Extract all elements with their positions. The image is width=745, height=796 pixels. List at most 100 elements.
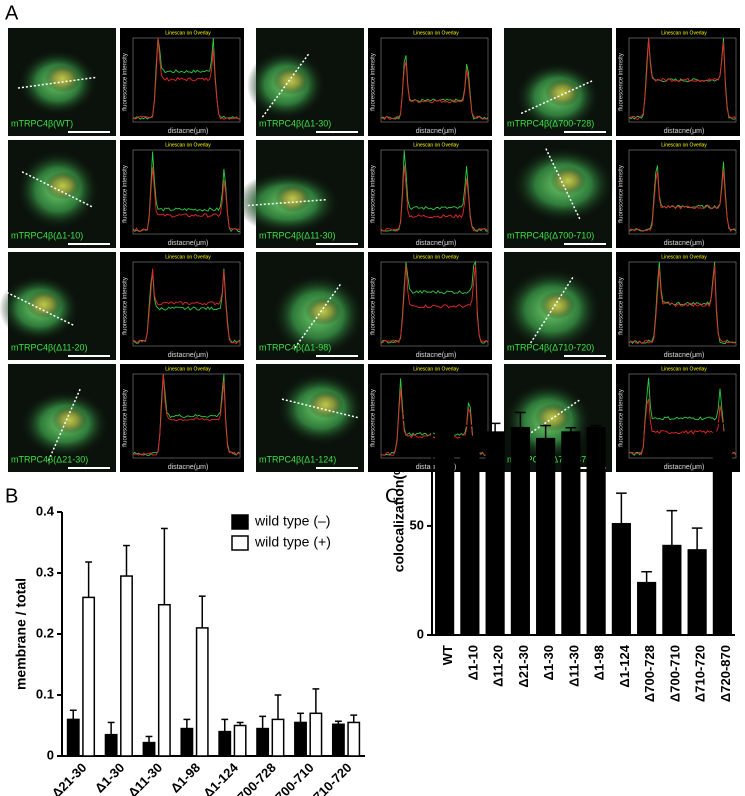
x-tick-label: Δ1-30	[541, 645, 556, 680]
plot-title: Linescan on Overlay	[661, 142, 707, 148]
linescan-plot	[368, 140, 492, 248]
y-tick-label: 100	[402, 408, 424, 423]
legend-swatch	[231, 514, 249, 530]
x-tick-label: Δ1-30	[92, 760, 128, 796]
x-tick-label: Δ700-710	[667, 645, 682, 702]
bar	[195, 627, 209, 757]
plot-frame	[628, 37, 737, 123]
cell-signal	[534, 403, 571, 432]
x-tick-label: Δ11-30	[125, 760, 165, 796]
red-trace	[628, 37, 737, 121]
bar	[510, 426, 530, 636]
red-trace	[132, 37, 241, 120]
bar	[104, 733, 118, 757]
plot-frame	[628, 373, 737, 459]
plot-xlabel: distacne(μm)	[168, 352, 209, 359]
linescan-plot	[616, 252, 740, 360]
plot-title: Linescan on Overlay	[413, 366, 459, 372]
scan-line	[545, 148, 582, 222]
plot-ylabel: fluorescence intensity	[371, 53, 377, 111]
plot-frame	[132, 373, 241, 459]
plot-title: Linescan on Overlay	[661, 30, 707, 36]
plot-xlabel: distacne(μm)	[416, 240, 457, 247]
plot-ylabel: fluorescence intensity	[619, 389, 625, 447]
plot-title: Linescan on Overlay	[661, 366, 707, 372]
bar	[561, 431, 581, 636]
y-tick-label: 0.3	[36, 564, 54, 579]
plot-frame	[380, 149, 489, 235]
cell-panel: mTRPC4β(Δ11-30) Linescan on Overlay fluore…	[235, 140, 492, 248]
cell-signal	[44, 64, 81, 93]
green-trace	[628, 377, 737, 456]
plot-title: Linescan on Overlay	[165, 142, 211, 148]
plot-title: Linescan on Overlay	[413, 142, 459, 148]
plot-title: Linescan on Overlay	[165, 254, 211, 260]
plot-xlabel: distacne(μm)	[416, 128, 457, 135]
cell-signal	[51, 405, 88, 434]
bar	[120, 575, 133, 757]
bar	[218, 730, 232, 757]
cell-signal	[26, 290, 63, 319]
legend-label: wild type (–)	[254, 513, 330, 529]
plot-ylabel: fluorescence intensity	[123, 389, 129, 447]
bar	[271, 718, 285, 757]
caption: mTRPC4β(WT)	[11, 118, 73, 128]
red-trace	[132, 167, 241, 232]
plot-xlabel: distacne(μm)	[664, 128, 705, 135]
x-tick-label: Δ700-728	[642, 645, 657, 702]
x-tick-label: Δ720-870	[718, 645, 733, 702]
plot-title: Linescan on Overlay	[413, 254, 459, 260]
cell-signal	[539, 291, 576, 320]
plot-xlabel: distacne(μm)	[168, 240, 209, 247]
cell-signal	[550, 166, 587, 195]
y-axis-label: colocalization(%)	[391, 458, 407, 572]
plot-xlabel: distacne(μm)	[168, 464, 209, 471]
plot-frame	[628, 149, 737, 235]
cell-signal	[305, 297, 342, 326]
y-axis-label: membrane / total	[13, 578, 29, 690]
bar	[66, 718, 80, 757]
bar	[586, 426, 606, 636]
bar	[662, 544, 682, 636]
y-tick-label: 0.4	[36, 503, 55, 518]
bar	[485, 431, 505, 636]
green-trace	[132, 373, 241, 456]
caption: mTRPC4β(Δ710-720)	[507, 342, 594, 352]
red-trace	[628, 398, 737, 456]
scan-line	[520, 79, 595, 115]
panel-label: C	[385, 485, 399, 507]
scan-line	[21, 171, 94, 209]
red-trace	[380, 264, 489, 344]
bar	[611, 522, 631, 636]
plot-frame	[132, 261, 241, 347]
scan-line	[2, 289, 76, 327]
panel-label: B	[5, 485, 18, 507]
cell-panel: mTRPC4β(Δ1-10) Linescan on Overlay fluores…	[8, 140, 244, 248]
caption: mTRPC4β(Δ11-20)	[11, 342, 88, 352]
plot-ylabel: fluorescence intensity	[123, 165, 129, 223]
cell-panel: mTRPC4β(Δ21-30) Linescan on Overlay fluore…	[8, 364, 244, 472]
plot-ylabel: fluorescence intensity	[371, 277, 377, 335]
red-trace	[132, 268, 241, 345]
x-tick-label: Δ11-30	[566, 645, 581, 687]
x-tick-label: Δ1-124	[200, 759, 241, 796]
caption: mTRPC4β(Δ700-710)	[507, 230, 594, 240]
bar	[637, 581, 657, 636]
panel-label: A	[5, 2, 19, 24]
scan-line	[17, 76, 98, 89]
caption: mTRPC4β(Δ1-30)	[259, 118, 331, 128]
y-tick-label: 50	[410, 517, 424, 532]
plot-xlabel: distacne(μm)	[168, 128, 209, 135]
red-trace	[132, 373, 241, 456]
plot-title: Linescan on Overlay	[661, 254, 707, 260]
plot-ylabel: fluorescence intensity	[371, 389, 377, 447]
bar	[142, 741, 156, 757]
bar	[309, 712, 323, 757]
bar	[180, 727, 194, 757]
cell-signal	[44, 171, 81, 200]
green-trace	[132, 268, 241, 344]
red-trace	[628, 264, 737, 344]
bar	[460, 435, 480, 636]
bar	[347, 721, 361, 757]
